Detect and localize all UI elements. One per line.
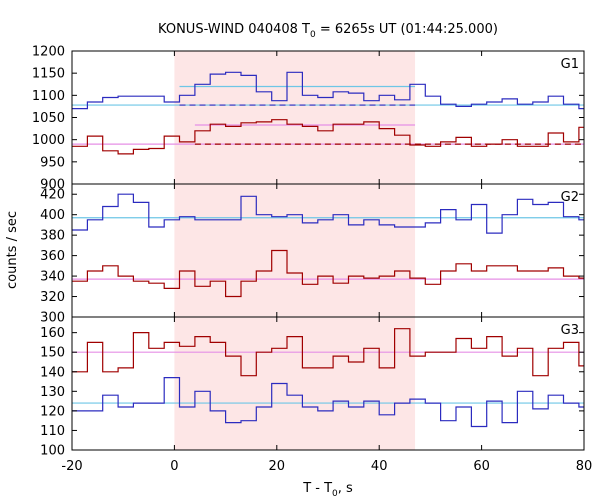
text-layer: KONUS-WIND 040408 T0 = 6265s UT (01:44:2… xyxy=(5,22,592,499)
x-tick-label: 0 xyxy=(170,459,178,474)
y-tick-label: 160 xyxy=(40,326,65,341)
y-tick-label: 1150 xyxy=(32,67,65,82)
x-axis-label-subscript: 0 xyxy=(332,489,338,499)
x-axis-label: T - T0, s xyxy=(302,481,353,499)
series-step-line xyxy=(72,328,584,377)
series-layer xyxy=(72,71,584,428)
series-step-line xyxy=(72,249,584,298)
y-tick-label: 380 xyxy=(40,229,65,244)
x-axis-label-rest: , s xyxy=(338,481,353,496)
x-tick-label: 60 xyxy=(473,459,490,474)
y-tick-label: 900 xyxy=(40,178,65,193)
chart-title-rest: = 6265s UT (01:44:25.000) xyxy=(316,22,498,37)
chart-title-main: KONUS-WIND 040408 T xyxy=(158,22,310,37)
y-tick-label: 100 xyxy=(40,444,65,459)
y-tick-label: 950 xyxy=(40,155,65,170)
y-tick-label: 120 xyxy=(40,404,65,419)
series-step-line xyxy=(72,193,584,234)
ticks-layer xyxy=(71,50,585,450)
panel-label: G3 xyxy=(561,323,579,338)
y-tick-label: 1050 xyxy=(32,111,65,126)
y-tick-label: 340 xyxy=(40,270,65,285)
y-tick-label: 320 xyxy=(40,290,65,305)
y-tick-label: 300 xyxy=(40,311,65,326)
y-tick-label: 400 xyxy=(40,208,65,223)
y-tick-label: 1000 xyxy=(32,133,65,148)
x-axis-label-main: T - T xyxy=(302,481,332,496)
x-tick-label: 40 xyxy=(371,459,388,474)
shaded-interval-layer xyxy=(174,51,416,450)
y-tick-label: 1100 xyxy=(32,89,65,104)
shaded-interval xyxy=(174,51,416,450)
panel-frame xyxy=(71,316,585,451)
y-tick-label: 150 xyxy=(40,346,65,361)
y-tick-label: 140 xyxy=(40,365,65,380)
y-tick-label: 1200 xyxy=(32,45,65,60)
chart-title-subscript: 0 xyxy=(310,30,316,40)
x-tick-label: -20 xyxy=(61,459,82,474)
panel-label: G1 xyxy=(561,57,579,72)
panel-label: G2 xyxy=(561,190,579,205)
series-step-line xyxy=(72,377,584,428)
chart-title: KONUS-WIND 040408 T0 = 6265s UT (01:44:2… xyxy=(158,22,498,40)
y-tick-label: 130 xyxy=(40,385,65,400)
x-tick-label: 20 xyxy=(269,459,286,474)
series-step-line xyxy=(72,71,584,110)
y-tick-label: 420 xyxy=(40,188,65,203)
series-step-line xyxy=(72,119,584,155)
y-tick-label: 110 xyxy=(40,424,65,439)
y-tick-label: 360 xyxy=(40,249,65,264)
x-tick-label: 80 xyxy=(576,459,593,474)
y-axis-label: counts / sec xyxy=(5,211,20,289)
